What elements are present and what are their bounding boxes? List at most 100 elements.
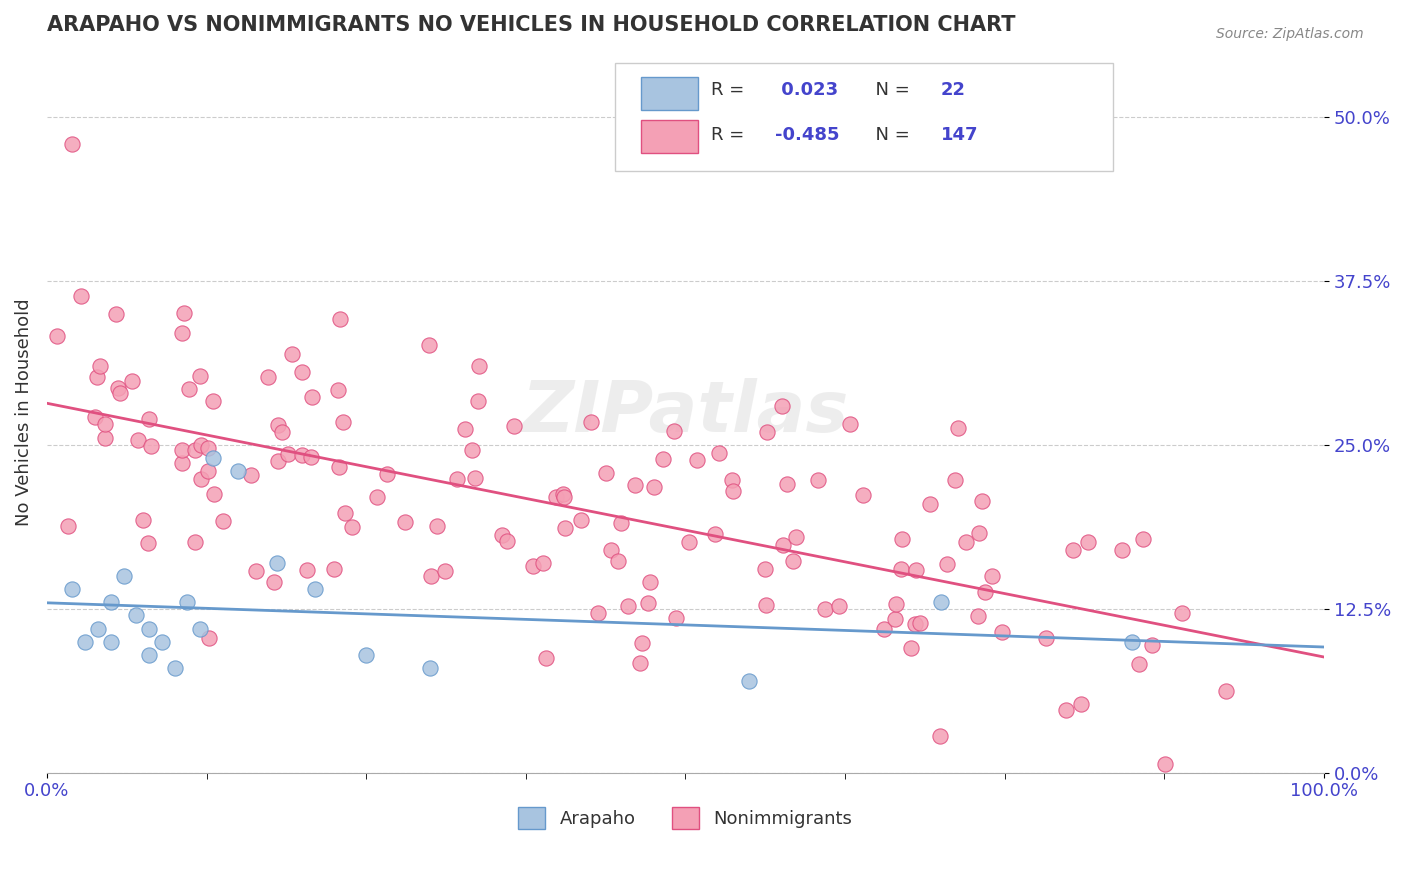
Point — [782, 554, 804, 568]
Point — [418, 337, 440, 351]
Point — [703, 527, 725, 541]
Point — [446, 472, 468, 486]
Point — [138, 536, 160, 550]
Point — [908, 616, 931, 631]
Point — [263, 575, 285, 590]
Point — [606, 554, 628, 568]
Point — [1070, 697, 1092, 711]
Legend: Arapaho, Nonimmigrants: Arapaho, Nonimmigrants — [512, 799, 859, 836]
Point — [46, 329, 69, 343]
Point — [329, 311, 352, 326]
Point — [828, 599, 851, 613]
Point — [756, 425, 779, 439]
Point — [665, 611, 688, 625]
Point — [188, 369, 211, 384]
Point — [94, 431, 117, 445]
Point — [991, 625, 1014, 640]
Point — [936, 557, 959, 571]
Point — [94, 417, 117, 431]
Point — [1154, 757, 1177, 772]
Point — [163, 661, 186, 675]
Point — [138, 412, 160, 426]
Point — [884, 597, 907, 611]
Point — [366, 490, 388, 504]
Point — [503, 419, 526, 434]
Point — [738, 673, 761, 688]
Point — [201, 451, 224, 466]
Point — [929, 729, 952, 743]
Point — [1054, 703, 1077, 717]
Point — [1077, 535, 1099, 549]
Point — [150, 634, 173, 648]
Point — [86, 370, 108, 384]
Y-axis label: No Vehicles in Household: No Vehicles in Household — [15, 299, 32, 526]
Point — [600, 542, 623, 557]
Point — [108, 386, 131, 401]
Point — [496, 534, 519, 549]
Point — [89, 359, 111, 374]
Point — [839, 417, 862, 432]
Point — [721, 484, 744, 499]
Point — [553, 487, 575, 501]
Point — [138, 648, 160, 662]
Point — [1062, 543, 1084, 558]
Point — [972, 493, 994, 508]
Point — [184, 535, 207, 549]
Point — [586, 606, 609, 620]
Point — [631, 636, 654, 650]
Point — [785, 530, 807, 544]
Point — [202, 487, 225, 501]
Text: R =: R = — [711, 126, 749, 144]
Text: N =: N = — [865, 81, 915, 99]
Point — [929, 595, 952, 609]
Point — [291, 366, 314, 380]
Point — [884, 612, 907, 626]
Point — [239, 467, 262, 482]
Point — [394, 516, 416, 530]
Point — [197, 464, 219, 478]
Point — [177, 382, 200, 396]
Point — [270, 425, 292, 440]
Point — [974, 584, 997, 599]
Point — [755, 599, 778, 613]
Point — [295, 563, 318, 577]
Point — [569, 513, 592, 527]
Point — [62, 582, 84, 597]
Point — [245, 565, 267, 579]
Point — [966, 609, 988, 624]
Point — [58, 519, 80, 533]
Text: -0.485: -0.485 — [775, 126, 839, 144]
Point — [721, 473, 744, 487]
Point — [190, 472, 212, 486]
Point — [228, 464, 250, 478]
Point — [1215, 683, 1237, 698]
Point — [433, 564, 456, 578]
Point — [904, 617, 927, 632]
Point — [125, 608, 148, 623]
Point — [138, 622, 160, 636]
Point — [946, 420, 969, 434]
Point — [553, 490, 575, 504]
Point — [643, 480, 665, 494]
Point — [198, 631, 221, 645]
Point — [707, 445, 730, 459]
Point — [170, 456, 193, 470]
Point — [522, 558, 544, 573]
Point — [112, 569, 135, 583]
FancyBboxPatch shape — [641, 120, 699, 153]
Point — [806, 474, 828, 488]
Point — [969, 525, 991, 540]
Point — [776, 477, 799, 491]
Point — [1035, 631, 1057, 645]
Point — [772, 538, 794, 552]
Text: 22: 22 — [941, 81, 966, 99]
Point — [256, 370, 278, 384]
Point — [83, 410, 105, 425]
Point — [172, 326, 194, 340]
Text: ARAPAHO VS NONIMMIGRANTS NO VEHICLES IN HOUSEHOLD CORRELATION CHART: ARAPAHO VS NONIMMIGRANTS NO VEHICLES IN … — [46, 15, 1015, 35]
Point — [342, 520, 364, 534]
Point — [107, 381, 129, 395]
Point — [610, 516, 633, 530]
Point — [127, 434, 149, 448]
Point — [328, 460, 350, 475]
